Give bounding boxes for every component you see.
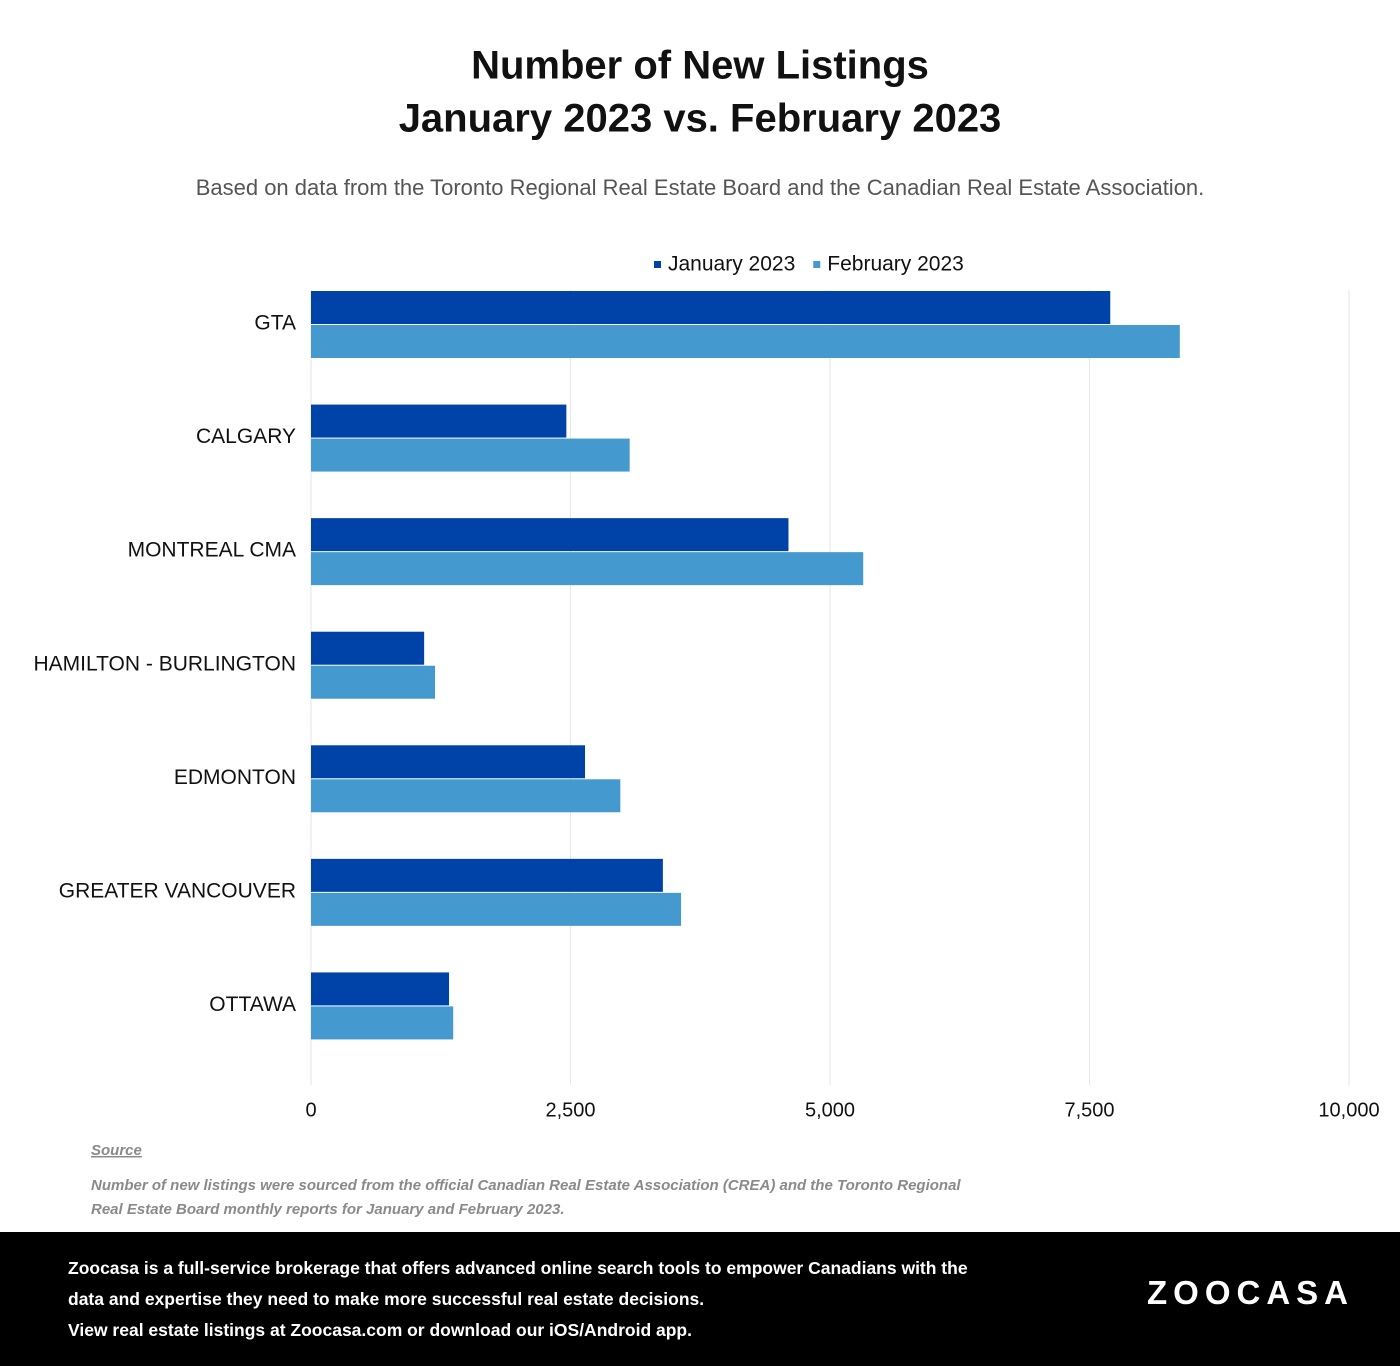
source-text: Number of new listings were sourced from… [91,1177,961,1194]
source-text: Real Estate Board monthly reports for Ja… [91,1201,564,1218]
bar [311,972,450,1006]
x-tick-label: 2,500 [545,1099,595,1121]
y-tick-label: MONTREAL CMA [128,539,296,562]
y-tick-label: GTA [254,312,296,335]
bar [311,552,864,586]
chart-title: January 2023 vs. February 2023 [399,97,1002,141]
source-heading: Source [91,1142,142,1159]
y-tick-label: EDMONTON [174,766,296,789]
bar [311,325,1180,358]
x-tick-label: 0 [305,1099,316,1121]
legend-swatch [654,261,661,268]
footer: Zoocasa is a full-service brokerage that… [0,1232,1400,1366]
footer-text: Zoocasa is a full-service brokerage that… [68,1258,968,1278]
y-tick-label: OTTAWA [209,993,296,1016]
chart-subtitle: Based on data from the Toronto Regional … [196,175,1205,200]
y-tick-label: CALGARY [196,425,296,448]
bar [311,631,425,665]
bar [311,892,682,926]
logo: ZOOCASA [1147,1274,1354,1311]
bar [311,518,789,552]
bar [311,745,586,779]
x-tick-label: 7,500 [1064,1099,1114,1121]
legend-label: February 2023 [827,253,964,276]
bar [311,665,436,699]
chart: Number of New Listings January 2023 vs. … [33,44,1379,1218]
legend-swatch [813,261,821,268]
y-tick-label: HAMILTON - BURLINGTON [33,652,296,675]
bar [311,1006,454,1040]
bar [311,858,663,892]
bar [311,438,630,472]
bar [311,291,1111,324]
x-tick-label: 5,000 [805,1099,855,1121]
footer-text: View real estate listings at Zoocasa.com… [68,1320,692,1340]
y-tick-label: GREATER VANCOUVER [59,879,296,902]
bar [311,779,621,813]
legend-label: January 2023 [668,253,795,276]
chart-title: Number of New Listings [471,44,929,88]
footer-text: data and expertise they need to make mor… [68,1289,705,1309]
x-tick-label: 10,000 [1318,1099,1379,1121]
bar [311,404,567,438]
